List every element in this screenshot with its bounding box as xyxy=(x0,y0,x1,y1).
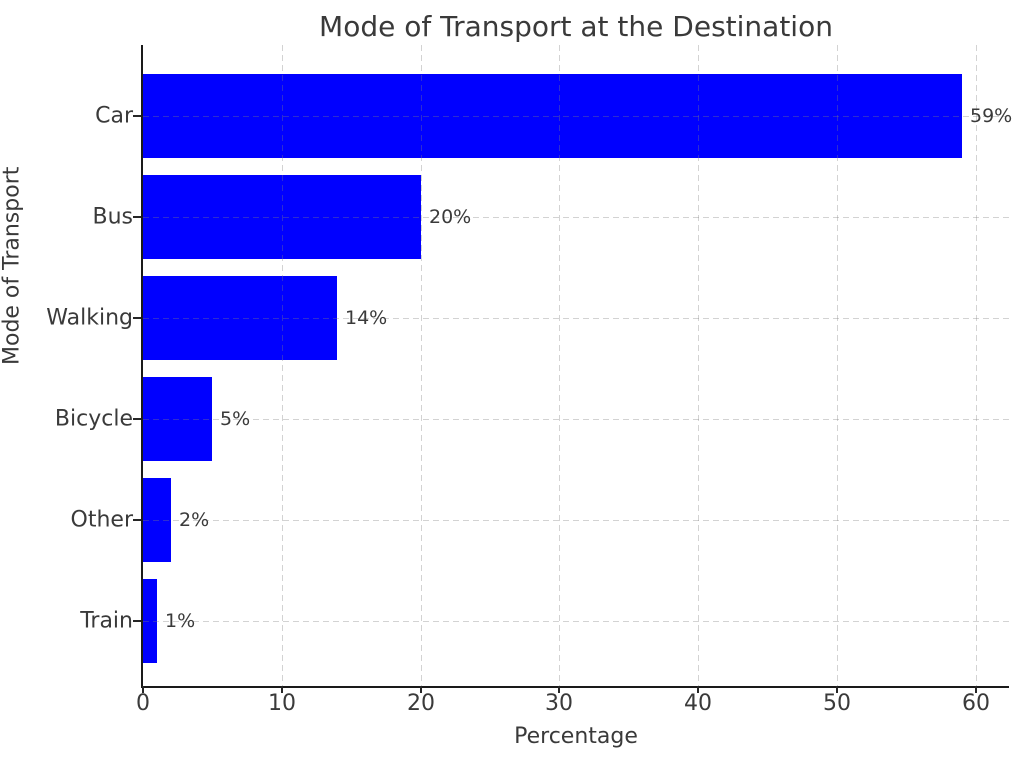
bar-value-label-walking: 14% xyxy=(345,307,388,329)
y-tick-mark xyxy=(133,519,141,521)
y-tick-label-walking: Walking xyxy=(46,305,133,331)
y-axis-spine xyxy=(141,45,143,688)
x-tick-mark xyxy=(142,686,144,693)
x-tick-mark xyxy=(281,686,283,693)
x-tick-mark xyxy=(420,686,422,693)
x-axis-label: Percentage xyxy=(514,724,638,749)
bar-value-label-car: 59% xyxy=(970,105,1013,127)
x-tick-label-30: 30 xyxy=(545,691,573,716)
bar-value-label-bus: 20% xyxy=(429,206,472,228)
bar-value-label-train: 1% xyxy=(165,610,196,632)
bar-value-label-bicycle: 5% xyxy=(220,408,251,430)
bar-bicycle xyxy=(143,377,212,461)
x-tick-mark xyxy=(558,686,560,693)
y-tick-label-bus: Bus xyxy=(92,204,134,230)
x-tick-label-20: 20 xyxy=(407,691,435,716)
y-tick-label-other: Other xyxy=(70,507,133,533)
x-tick-mark xyxy=(836,686,838,693)
y-tick-mark xyxy=(133,620,141,622)
bar-car xyxy=(143,74,962,158)
y-axis-label: Mode of Transport xyxy=(0,166,25,365)
bar-train xyxy=(143,579,157,663)
y-tick-mark xyxy=(133,115,141,117)
x-axis-spine xyxy=(141,686,1009,688)
bar-value-label-other: 2% xyxy=(179,509,210,531)
y-tick-label-car: Car xyxy=(95,103,133,129)
x-tick-label-40: 40 xyxy=(684,691,712,716)
chart-title: Mode of Transport at the Destination xyxy=(319,10,833,43)
x-tick-label-60: 60 xyxy=(962,691,990,716)
x-tick-label-10: 10 xyxy=(268,691,296,716)
y-tick-mark xyxy=(133,216,141,218)
bar-walking xyxy=(143,276,337,360)
x-tick-label-0: 0 xyxy=(136,691,150,716)
x-tick-mark xyxy=(697,686,699,693)
ticks-layer: 59% 20% 14% 5% 2% 1% xyxy=(133,45,1013,693)
y-tick-mark xyxy=(133,317,141,319)
bar-bus xyxy=(143,175,421,259)
x-tick-mark xyxy=(975,686,977,693)
x-tick-label-50: 50 xyxy=(823,691,851,716)
y-tick-label-bicycle: Bicycle xyxy=(54,406,133,432)
bars-layer xyxy=(143,45,1009,686)
bar-other xyxy=(143,478,171,562)
y-tick-label-train: Train xyxy=(80,608,133,634)
plot-area: 59% 20% 14% 5% 2% 1% xyxy=(133,45,1013,693)
y-tick-mark xyxy=(133,418,141,420)
